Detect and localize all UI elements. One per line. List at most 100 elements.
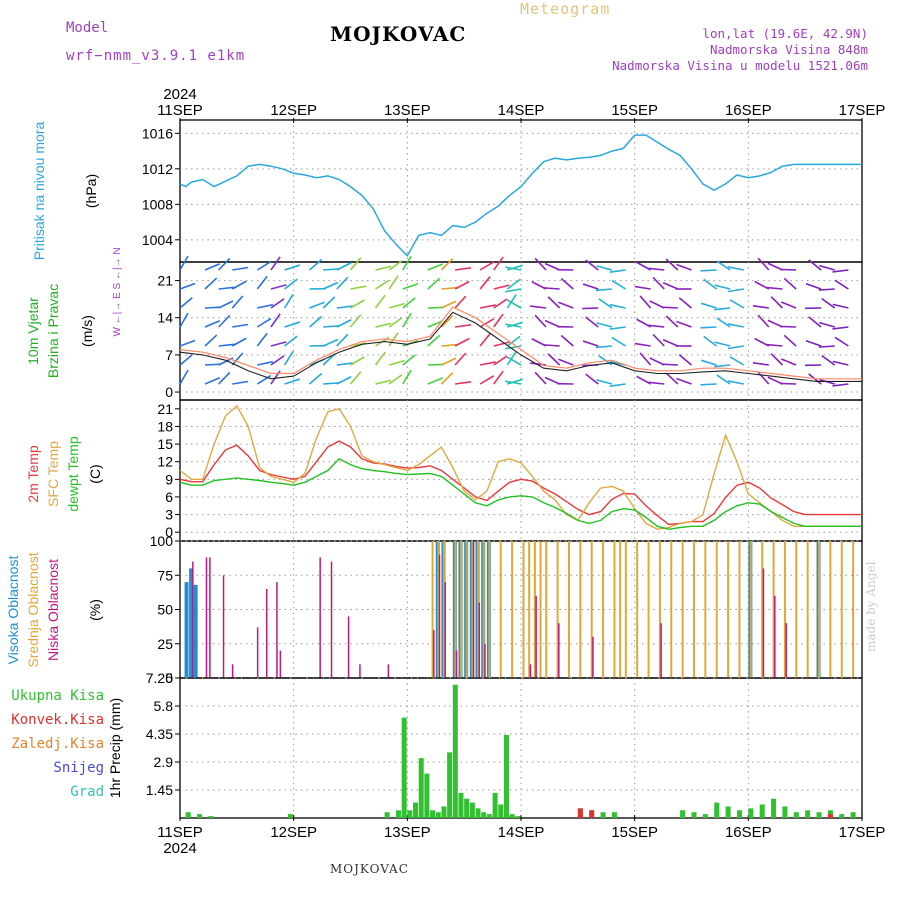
wind-barb <box>752 361 769 366</box>
low-cloud-bar <box>762 568 765 678</box>
wind-barb <box>256 260 272 271</box>
wind-barb <box>218 257 231 271</box>
wind-barb <box>506 335 521 347</box>
low-cloud-bar <box>484 643 486 678</box>
wind-barb <box>819 264 835 271</box>
mid-cloud-bar <box>528 541 531 678</box>
wind-barb <box>218 300 234 309</box>
legend-frozen-precip: Zaledj.Kisa <box>11 736 104 752</box>
wind-barb <box>322 281 339 290</box>
wind-barb <box>454 337 470 347</box>
temp-axis-tick-label: 6 <box>165 489 173 505</box>
cloud-unit: (%) <box>87 599 103 621</box>
wind-barb <box>479 361 496 366</box>
temp-axis-tick-label: 12 <box>157 454 173 470</box>
total-precip-bar <box>714 802 720 818</box>
day-label-bottom: 12SEP <box>270 824 317 841</box>
wind-barb <box>757 314 770 328</box>
legend-graupel: Grad <box>70 784 104 800</box>
wind-barb <box>832 383 849 387</box>
wind-barb <box>700 302 717 309</box>
wind-barb <box>639 295 652 309</box>
low-cloud-bar <box>231 664 234 678</box>
temp-axis-tick-label: 21 <box>157 401 173 417</box>
total-precip-bar <box>469 802 475 818</box>
wind-barb <box>506 278 521 290</box>
wind-barb <box>427 320 443 328</box>
mid-cloud-bar <box>761 541 764 678</box>
wind-barb <box>585 373 599 385</box>
wind-barb <box>204 377 221 385</box>
wind-barb <box>479 261 495 271</box>
wind-barb <box>832 269 849 273</box>
meteogram-label: Meteogram <box>520 0 611 18</box>
wind-barb <box>665 372 679 385</box>
total-precip-bar <box>486 814 492 818</box>
wind-barb <box>662 339 679 347</box>
total-precip-bar <box>850 812 856 818</box>
wind-barb <box>558 358 574 366</box>
pressure-unit: (hPa) <box>83 174 99 208</box>
wind-barb <box>402 255 412 271</box>
mid-cloud-bar <box>454 541 457 678</box>
wind-barb <box>322 296 336 309</box>
mid-cloud-bar <box>749 541 752 678</box>
wind-barb <box>716 374 731 385</box>
wind-barb <box>585 259 599 271</box>
mid-cloud-bar <box>539 541 542 678</box>
low-cloud-bar <box>535 595 537 678</box>
wind-barb <box>611 279 626 290</box>
wind-barb <box>336 305 353 309</box>
wind-barb <box>648 324 665 328</box>
wind-barb <box>493 355 508 366</box>
wind-barb <box>454 380 472 385</box>
total-precip-bar <box>287 814 293 818</box>
wind-barb <box>270 355 285 366</box>
low-cloud-ylabel: Niska Oblacnost <box>45 559 61 661</box>
wind-barb <box>284 278 298 290</box>
wind-axis-tick-label: 0 <box>165 384 173 400</box>
wind-barb <box>350 299 365 309</box>
pressure-axis-tick-label: 1016 <box>142 125 173 141</box>
wind-barb <box>700 383 717 386</box>
wind-barb <box>665 315 679 328</box>
wind-barb <box>505 323 522 328</box>
day-label-bottom: 16SEP <box>725 824 772 841</box>
wind-barb <box>595 345 613 349</box>
dewpt-ylabel: dewpt Temp <box>65 436 81 511</box>
wind-ylabel2: Brzina i Pravac <box>45 284 61 378</box>
low-cloud-bar <box>438 554 441 678</box>
wind-barb <box>454 280 470 290</box>
wind-barb <box>350 356 365 366</box>
elevation-label: Nadmorska Visina 848m <box>709 42 868 57</box>
pressure-axis-tick-label: 1012 <box>142 161 173 177</box>
wind-barb <box>834 336 849 347</box>
low-cloud-bar <box>785 623 787 678</box>
wind-barb <box>678 354 693 366</box>
sfc-temp-line <box>179 404 862 531</box>
wind-barb <box>609 269 626 274</box>
wind-barb <box>284 264 301 271</box>
panel-frame-3 <box>179 399 863 542</box>
wind-barb <box>714 341 731 347</box>
mid-cloud-bar <box>511 541 514 678</box>
wind-barb <box>349 371 362 385</box>
wind-gust-line <box>179 306 862 380</box>
low-cloud-bar <box>359 664 361 678</box>
mid-cloud-bar <box>482 541 485 678</box>
conv-precip-bar <box>577 808 583 818</box>
mid-cloud-bar <box>579 541 582 678</box>
low-cloud-bar <box>265 588 268 678</box>
low-cloud-bar <box>279 650 282 678</box>
wind-barb <box>662 282 679 290</box>
wind-barb <box>766 343 783 347</box>
mid-cloud-bar <box>465 541 468 678</box>
day-label-bottom: 17SEP <box>839 824 886 841</box>
wind-barb <box>388 316 403 328</box>
wind-barb <box>582 340 599 347</box>
mid-cloud-bar <box>852 541 855 678</box>
total-precip-bar <box>401 717 407 818</box>
wind-barb <box>714 307 731 311</box>
low-cloud-bar <box>774 595 776 678</box>
wind-barb <box>454 266 472 271</box>
